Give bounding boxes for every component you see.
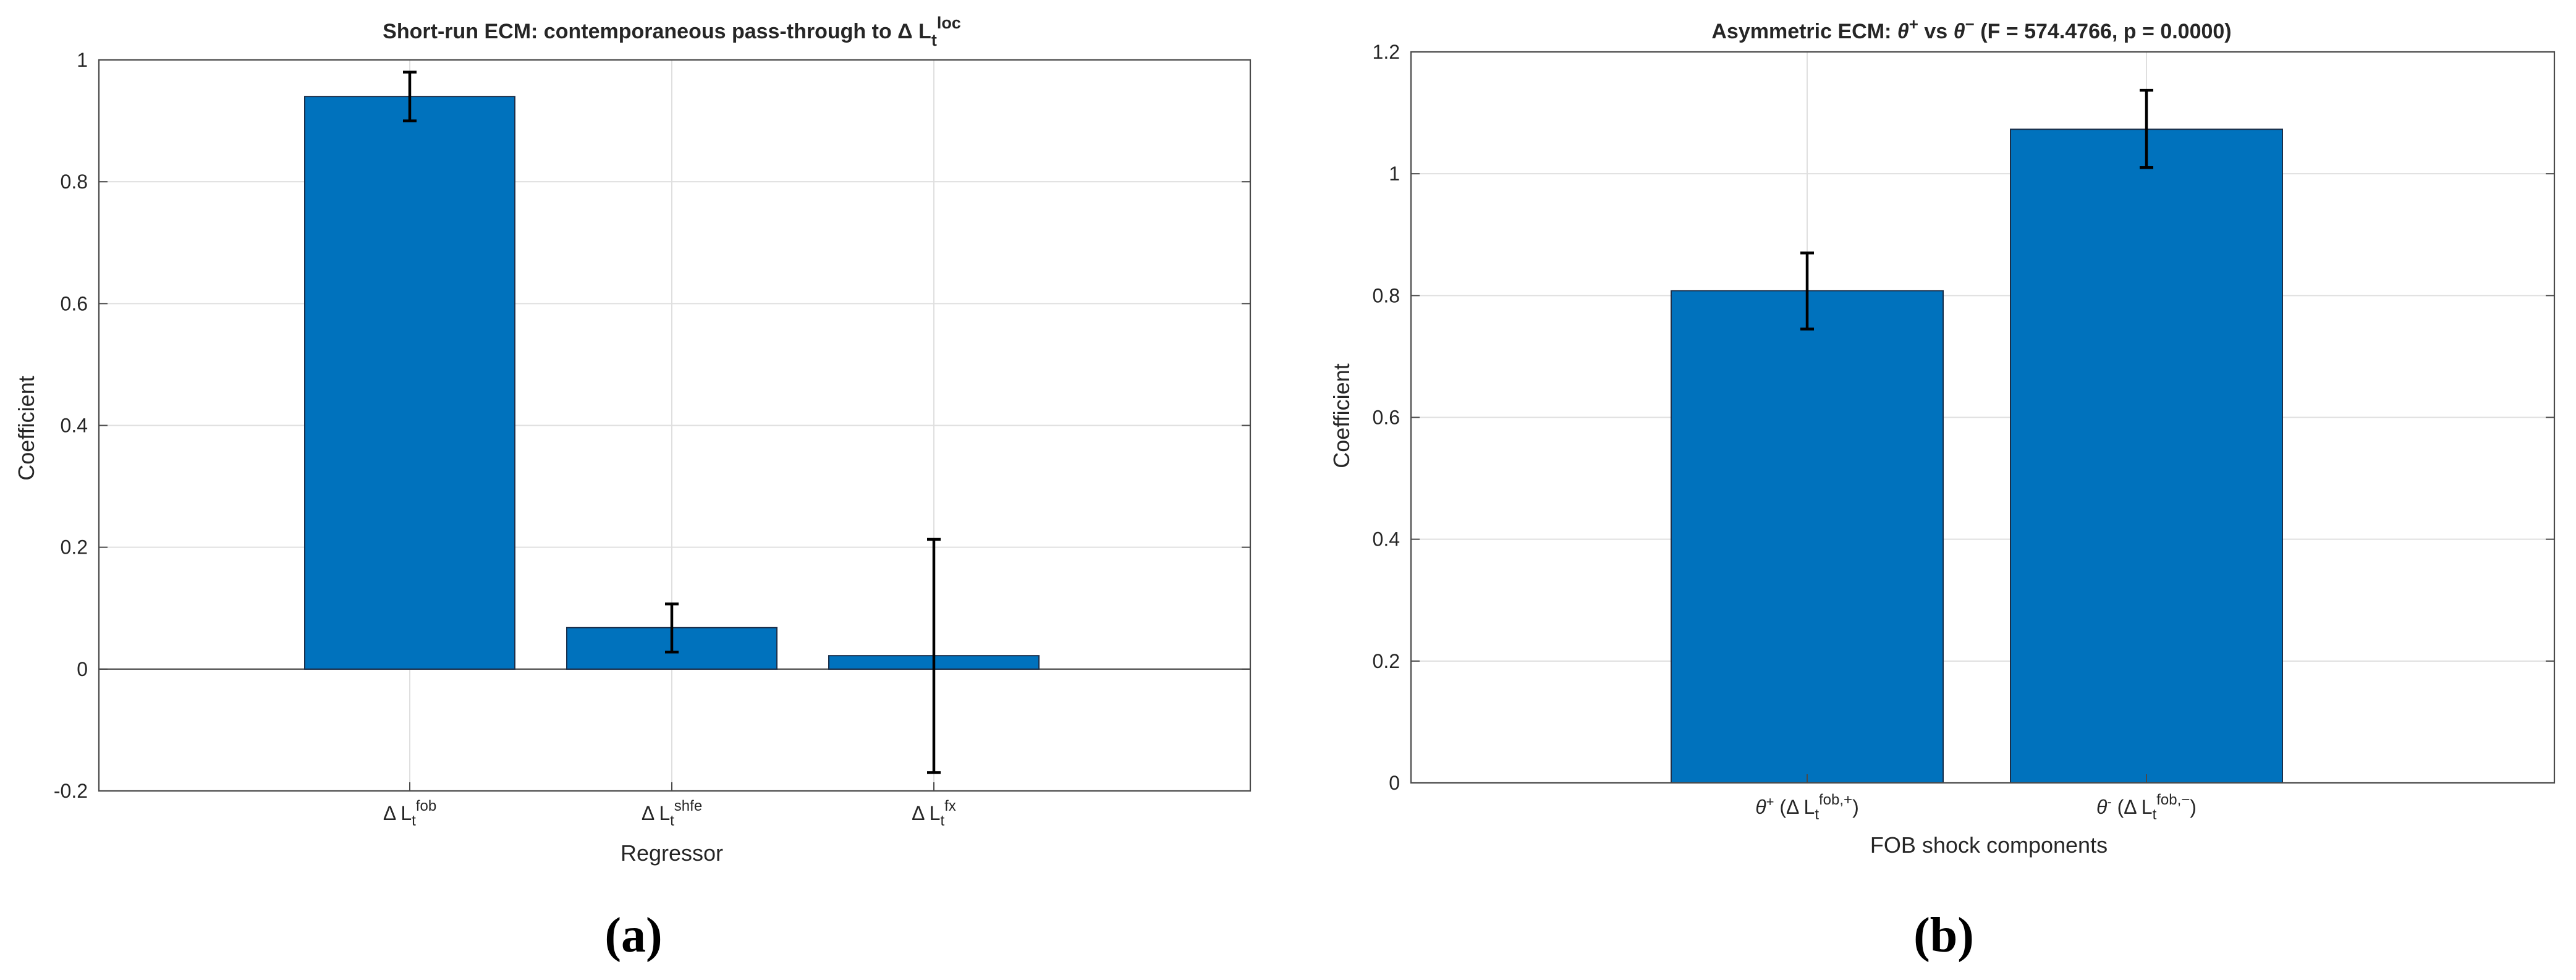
error-bar xyxy=(665,602,679,654)
panel-b-gridlines xyxy=(1411,51,2554,784)
y-tick-label: 0.4 xyxy=(61,415,88,437)
error-bar xyxy=(2140,88,2153,169)
x-tick-label: θ+ (Δ Ltfob,+) xyxy=(1755,792,1858,823)
y-tick-label: 0.2 xyxy=(1373,650,1400,672)
y-tick-label: 1.2 xyxy=(1373,41,1400,63)
x-tick-label: θ- (Δ Ltfob,−) xyxy=(2096,792,2197,823)
error-bar xyxy=(403,70,417,122)
panel-b-title: Asymmetric ECM: θ+ vs θ− (F = 574.4766, … xyxy=(1711,15,2231,43)
x-tick-label: Δ Ltfob xyxy=(383,798,436,829)
y-tick-label: 0.2 xyxy=(61,536,88,559)
y-tick-label: 1 xyxy=(77,49,88,71)
panel-b-error-bars xyxy=(1800,88,2153,331)
y-tick-label: 0.8 xyxy=(61,171,88,193)
y-tick-label: 0.4 xyxy=(1373,528,1400,551)
bar xyxy=(304,96,515,670)
error-bar xyxy=(927,538,941,774)
y-tick-label: 0.6 xyxy=(1373,407,1400,429)
panel-b-y-tick-labels: 0 0.2 0.4 0.6 0.8 1 1.2 xyxy=(1373,41,2554,794)
panel-a-gridlines xyxy=(99,59,1250,792)
panel-a-error-bars xyxy=(403,70,941,774)
y-tick-label: 0 xyxy=(77,658,88,680)
panel-a-x-tick-labels: Δ Ltfob Δ Ltshfe Δ Ltfx xyxy=(383,798,956,829)
panel-b-x-tick-labels: θ+ (Δ Ltfob,+) θ- (Δ Ltfob,−) xyxy=(1755,792,2197,823)
panel-b-chart: Asymmetric ECM: θ+ vs θ− (F = 574.4766, … xyxy=(1329,15,2556,963)
panel-b-label: (b) xyxy=(1913,908,1974,963)
panel-a-bars xyxy=(304,96,1040,670)
panel-a-label: (a) xyxy=(604,908,662,963)
y-tick-label: 0.8 xyxy=(1373,284,1400,306)
x-tick-label: Δ Ltshfe xyxy=(642,798,702,829)
y-tick-label: 0.6 xyxy=(61,292,88,315)
panel-a-y-axis-label: Coefficient xyxy=(14,376,39,480)
bar xyxy=(2010,129,2283,784)
panel-a-chart: Short-run ECM: contemporaneous pass-thro… xyxy=(14,14,1252,963)
y-tick-label: -0.2 xyxy=(54,780,88,802)
bar xyxy=(1671,290,1944,784)
y-tick-label: 1 xyxy=(1389,163,1400,185)
panel-b-bars xyxy=(1671,129,2283,784)
x-tick-label: Δ Ltfx xyxy=(912,798,956,829)
panel-a-title: Short-run ECM: contemporaneous pass-thro… xyxy=(383,14,961,49)
error-bar xyxy=(1800,251,1814,331)
panel-a-y-tick-labels: -0.2 0 0.2 0.4 0.6 0.8 1 xyxy=(54,49,1250,802)
y-tick-label: 0 xyxy=(1389,772,1400,794)
panel-a-x-axis-label: Regressor xyxy=(621,840,723,866)
panel-b-x-axis-label: FOB shock components xyxy=(1870,832,2108,858)
panel-b-y-axis-label: Coefficient xyxy=(1329,363,1354,468)
